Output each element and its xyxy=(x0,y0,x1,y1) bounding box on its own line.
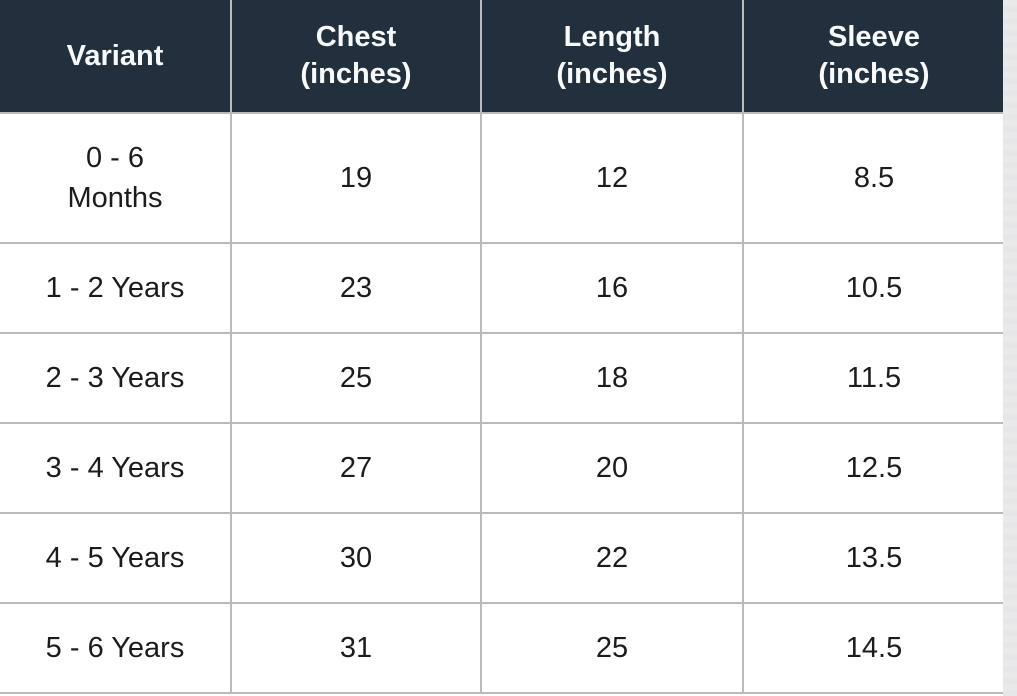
column-header-sleeve: Sleeve (inches) xyxy=(742,0,1006,114)
header-row: Variant Chest (inches) Length (inches) S… xyxy=(0,0,1006,114)
cell-sleeve: 10.5 xyxy=(742,242,1006,334)
table-row: 3 - 4 Years 27 20 12.5 xyxy=(0,422,1006,514)
cell-chest: 23 xyxy=(230,242,482,334)
cell-variant: 0 - 6 Months xyxy=(0,112,232,244)
cell-sleeve: 11.5 xyxy=(742,332,1006,424)
cell-variant: 5 - 6 Years xyxy=(0,602,232,694)
column-header-variant: Variant xyxy=(0,0,232,114)
cell-length: 18 xyxy=(480,332,744,424)
size-chart-body: 0 - 6 Months 19 12 8.5 1 - 2 Years 23 16… xyxy=(0,112,1006,694)
table-row: 1 - 2 Years 23 16 10.5 xyxy=(0,242,1006,334)
cell-chest: 19 xyxy=(230,112,482,244)
cell-length: 12 xyxy=(480,112,744,244)
cell-length: 25 xyxy=(480,602,744,694)
cell-length: 16 xyxy=(480,242,744,334)
cell-length: 22 xyxy=(480,512,744,604)
cell-variant: 4 - 5 Years xyxy=(0,512,232,604)
column-header-length: Length (inches) xyxy=(480,0,744,114)
cell-chest: 31 xyxy=(230,602,482,694)
cell-sleeve: 14.5 xyxy=(742,602,1006,694)
cell-variant: 3 - 4 Years xyxy=(0,422,232,514)
cell-chest: 30 xyxy=(230,512,482,604)
cell-chest: 25 xyxy=(230,332,482,424)
table-row: 5 - 6 Years 31 25 14.5 xyxy=(0,602,1006,694)
table-row: 0 - 6 Months 19 12 8.5 xyxy=(0,112,1006,244)
size-chart-header: Variant Chest (inches) Length (inches) S… xyxy=(0,0,1006,114)
cell-chest: 27 xyxy=(230,422,482,514)
cell-length: 20 xyxy=(480,422,744,514)
page-margin-strip xyxy=(1003,0,1017,696)
cell-variant: 1 - 2 Years xyxy=(0,242,232,334)
table-row: 4 - 5 Years 30 22 13.5 xyxy=(0,512,1006,604)
cell-sleeve: 13.5 xyxy=(742,512,1006,604)
column-header-chest: Chest (inches) xyxy=(230,0,482,114)
table-row: 2 - 3 Years 25 18 11.5 xyxy=(0,332,1006,424)
cell-sleeve: 8.5 xyxy=(742,112,1006,244)
cell-variant: 2 - 3 Years xyxy=(0,332,232,424)
cell-sleeve: 12.5 xyxy=(742,422,1006,514)
